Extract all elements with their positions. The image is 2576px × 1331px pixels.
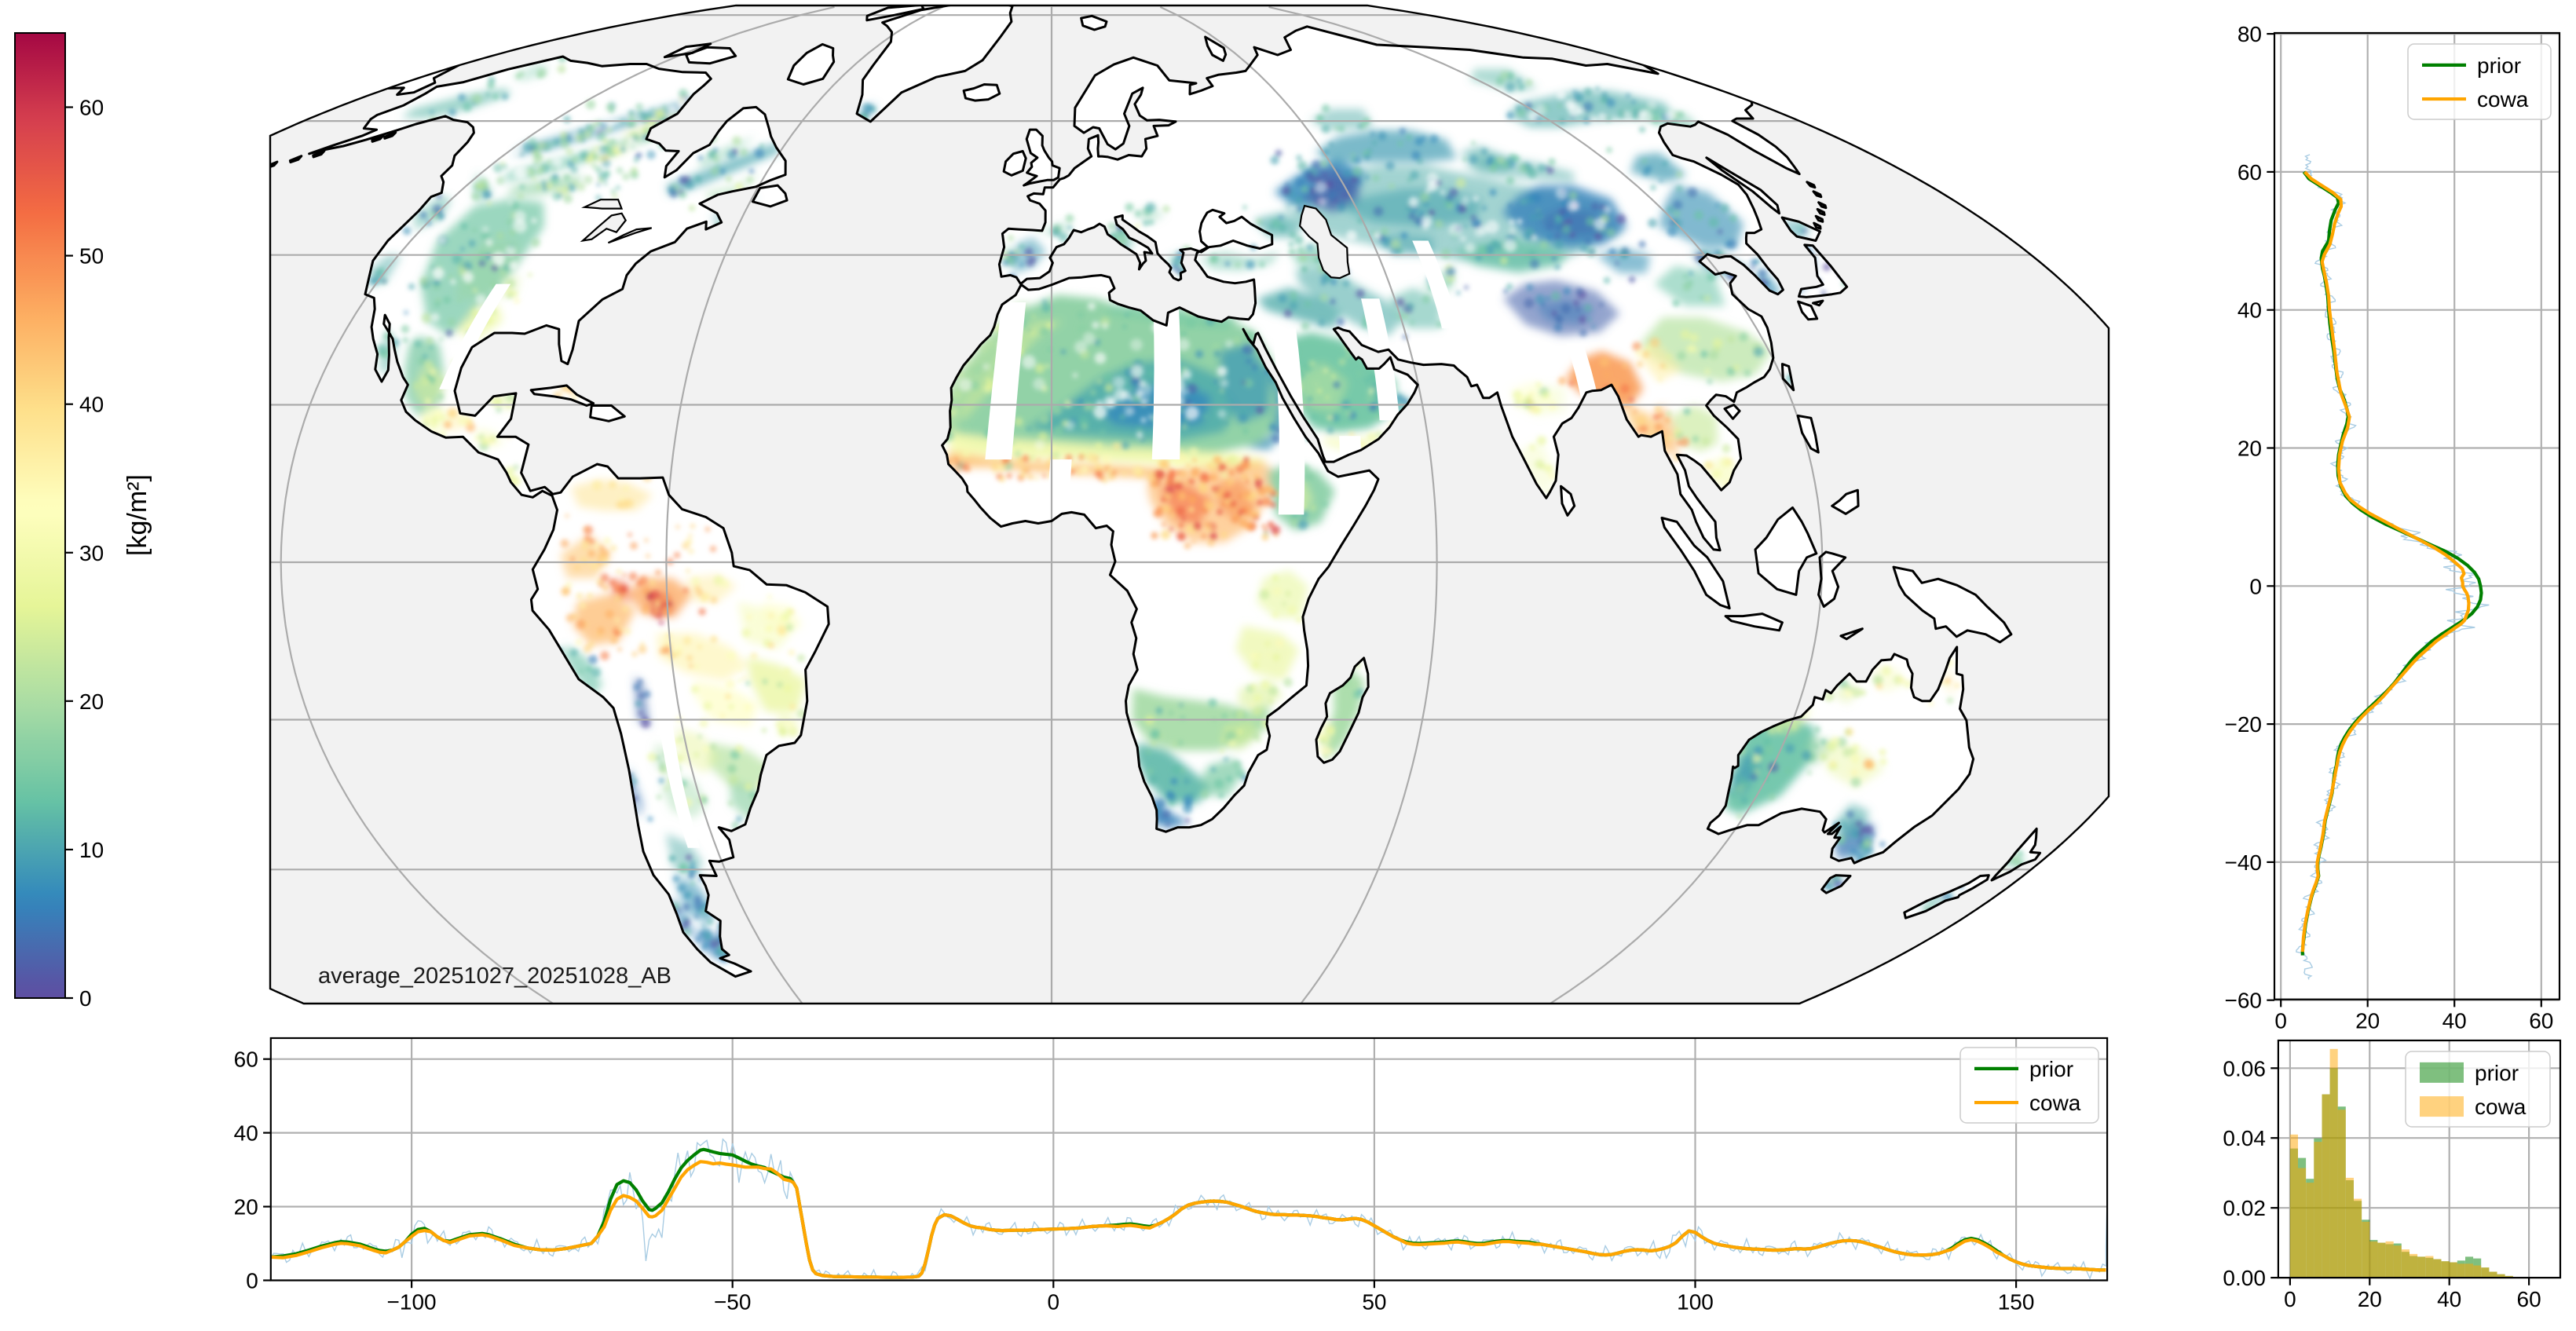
svg-text:cowa: cowa (2477, 87, 2529, 112)
svg-text:0: 0 (2274, 1009, 2287, 1033)
svg-text:−40: −40 (2225, 850, 2263, 875)
svg-text:0: 0 (1048, 1290, 1060, 1315)
svg-text:60: 60 (2517, 1287, 2541, 1311)
svg-text:0: 0 (2284, 1287, 2296, 1311)
svg-text:cowa: cowa (2029, 1091, 2081, 1115)
svg-text:−20: −20 (2225, 712, 2263, 737)
svg-text:50: 50 (1362, 1290, 1386, 1315)
svg-text:40: 40 (79, 393, 104, 417)
svg-text:[kg/m²]: [kg/m²] (123, 474, 152, 556)
svg-text:0: 0 (79, 986, 92, 1011)
svg-text:20: 20 (2358, 1287, 2382, 1311)
svg-text:20: 20 (234, 1195, 258, 1219)
svg-text:cowa: cowa (2475, 1095, 2527, 1119)
svg-text:−100: −100 (387, 1290, 437, 1315)
svg-text:10: 10 (79, 838, 104, 862)
svg-text:60: 60 (234, 1048, 258, 1072)
svg-text:20: 20 (2355, 1009, 2380, 1033)
svg-text:−60: −60 (2225, 989, 2263, 1013)
svg-text:60: 60 (79, 96, 104, 120)
svg-text:prior: prior (2477, 53, 2521, 78)
svg-text:150: 150 (1998, 1290, 2035, 1315)
svg-text:40: 40 (2238, 298, 2262, 323)
svg-text:0.06: 0.06 (2223, 1056, 2266, 1081)
svg-text:−50: −50 (714, 1290, 752, 1315)
svg-text:30: 30 (79, 541, 104, 565)
svg-text:50: 50 (79, 244, 104, 269)
svg-text:average_20251027_20251028_AB: average_20251027_20251028_AB (318, 964, 671, 989)
svg-text:40: 40 (2442, 1009, 2467, 1033)
svg-text:60: 60 (2529, 1009, 2553, 1033)
svg-text:prior: prior (2029, 1057, 2073, 1081)
svg-text:80: 80 (2238, 22, 2262, 46)
svg-text:0.02: 0.02 (2223, 1196, 2266, 1220)
svg-text:0.00: 0.00 (2223, 1266, 2266, 1290)
svg-text:60: 60 (2238, 160, 2262, 185)
svg-text:40: 40 (234, 1121, 258, 1146)
svg-text:0.04: 0.04 (2223, 1126, 2266, 1150)
svg-text:40: 40 (2437, 1287, 2461, 1311)
svg-text:0: 0 (246, 1269, 258, 1293)
svg-text:20: 20 (79, 689, 104, 714)
svg-text:20: 20 (2238, 437, 2262, 461)
svg-text:prior: prior (2475, 1061, 2519, 1085)
svg-text:0: 0 (2249, 574, 2262, 598)
svg-text:100: 100 (1677, 1290, 1714, 1315)
